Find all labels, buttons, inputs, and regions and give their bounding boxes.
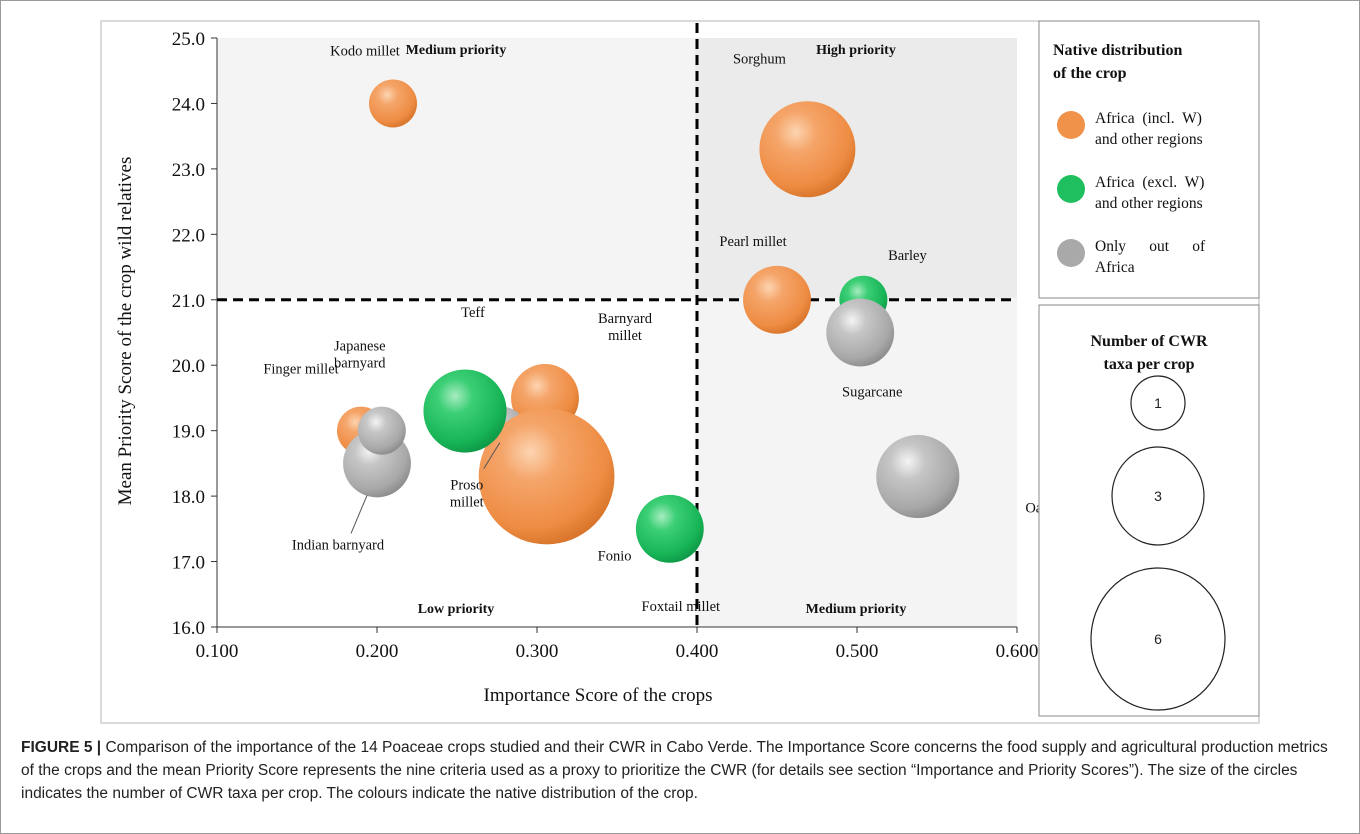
distribution-legend-title-line: Native distribution [1053, 42, 1182, 59]
bubble-fonio [478, 408, 615, 545]
y-tick-label: 18.0 [172, 487, 205, 508]
size-legend-items: 1 3 6 [1090, 375, 1226, 711]
size-legend-title-line: taxa per crop [1104, 356, 1195, 373]
quadrant-label-bottom-right: Medium priority [806, 602, 907, 617]
label-finger-millet: Finger millet [263, 362, 338, 378]
x-tick-label: 0.500 [836, 641, 879, 662]
legend-label-gray: Africa [1095, 259, 1135, 276]
distribution-legend-title: Native distribution of the crop [1053, 42, 1182, 82]
legend-label-gray: Only out of [1095, 238, 1206, 255]
label-sorghum: Sorghum [733, 51, 787, 67]
y-tick-label: 21.0 [172, 291, 205, 312]
y-ticks: 16.0 17.0 18.0 19.0 20.0 21.0 22.0 23.0 24.0 25.0 [172, 29, 217, 639]
y-axis-title: Mean Priority Score of the crop wild rel… [115, 157, 136, 506]
bubble-kodo-millet [369, 79, 417, 128]
y-tick-label: 17.0 [172, 553, 205, 574]
distribution-legend-items: Africa (incl. W) and other regions Africa … [1057, 110, 1206, 276]
bubble-chart: 16.0 17.0 18.0 19.0 20.0 21.0 22.0 23.0 24.0 25.0… [100, 20, 1260, 724]
y-tick-label: 20.0 [172, 356, 205, 377]
y-tick-label: 19.0 [172, 422, 205, 443]
y-tick-label: 24.0 [172, 94, 205, 115]
x-tick-label: 0.300 [516, 641, 559, 662]
leader-proso-millet [483, 442, 501, 469]
x-tick-label: 0.200 [356, 641, 399, 662]
label-kodo-millet: Kodo millet [330, 43, 400, 59]
size-legend-value: 3 [1154, 488, 1162, 504]
bubble-foxtail-millet [635, 494, 704, 563]
x-tick-label: 0.600 [996, 641, 1039, 662]
label-pearl-millet: Pearl millet [719, 234, 786, 250]
x-tick-label: 0.400 [676, 641, 719, 662]
size-legend-circle-3 [1111, 446, 1205, 546]
bubble-oat [876, 434, 960, 519]
label-teff: Teff [461, 305, 485, 321]
quadrant-label-top-left: Medium priority [406, 43, 507, 58]
size-legend-circle-1 [1130, 375, 1186, 431]
size-legend-value: 1 [1154, 395, 1162, 411]
bubble-teff [423, 369, 507, 453]
label-sugarcane: Sugarcane [842, 385, 902, 401]
size-legend-title: Number of CWR taxa per crop [1090, 333, 1207, 373]
label-proso-millet: millet [450, 495, 484, 511]
legend-label-green: Africa (excl. W) [1095, 174, 1204, 191]
figure-caption: FIGURE 5 | Comparison of the importance … [21, 736, 1341, 805]
legend-swatch-orange [1057, 111, 1085, 139]
label-japanese-barnyard: Japanese [334, 339, 386, 355]
quadrant-label-bottom-left: Low priority [418, 602, 495, 617]
quadrant-label-top-right: High priority [816, 43, 896, 58]
quadrant-top-left-bg [217, 38, 695, 298]
bubble-pearl-millet [743, 265, 811, 334]
legend-swatch-gray [1057, 239, 1085, 267]
distribution-legend-title-line: of the crop [1053, 65, 1127, 82]
label-fonio: Fonio [598, 548, 632, 564]
size-legend-circle-6 [1090, 567, 1226, 711]
caption-text: Comparison of the importance of the 14 P… [21, 739, 1328, 802]
x-ticks: 0.100 0.200 0.300 0.400 0.500 0.600 [196, 627, 1039, 662]
y-tick-label: 22.0 [172, 225, 205, 246]
y-tick-label: 23.0 [172, 160, 205, 181]
label-proso-millet: Proso [450, 478, 483, 494]
point-labels: Kodo millet Sorghum Pearl millet Barley Suga… [263, 43, 1046, 614]
bubble-sorghum [759, 101, 856, 198]
legend-swatch-green [1057, 175, 1085, 203]
bubble-japanese-barnyard [357, 406, 406, 455]
leader-indian-barnyard [350, 495, 368, 534]
label-barley: Barley [888, 248, 927, 264]
y-tick-label: 16.0 [172, 618, 205, 639]
x-tick-label: 0.100 [196, 641, 239, 662]
y-tick-label: 25.0 [172, 29, 205, 50]
legend-label-orange: and other regions [1095, 131, 1203, 148]
label-japanese-barnyard: barnyard [334, 356, 386, 372]
legend-label-orange: Africa (incl. W) [1095, 110, 1202, 127]
bubbles [337, 79, 960, 563]
label-indian-barnyard: Indian barnyard [292, 537, 385, 553]
label-barnyard-millet: millet [608, 328, 642, 344]
quadrant-top-right-bg [695, 38, 1017, 298]
legend-label-green: and other regions [1095, 195, 1203, 212]
label-barnyard-millet: Barnyard [598, 311, 653, 327]
size-legend-title-line: Number of CWR [1090, 333, 1207, 350]
figure-label: FIGURE 5 | [21, 739, 102, 756]
bubble-sugarcane [826, 298, 895, 367]
label-foxtail-millet: Foxtail millet [642, 599, 721, 615]
x-axis-title: Importance Score of the crops [484, 685, 713, 706]
size-legend-value: 6 [1154, 631, 1162, 647]
